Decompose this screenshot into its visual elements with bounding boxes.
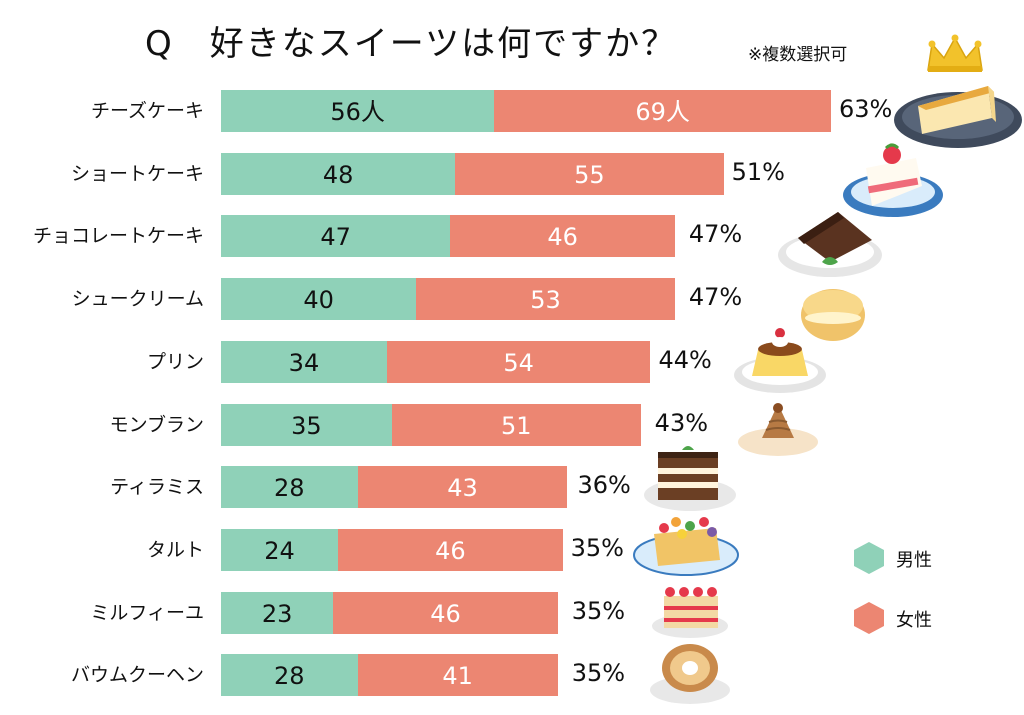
cream-puff <box>801 289 865 341</box>
crown-icon <box>927 34 983 72</box>
category-label: ショートケーキ <box>70 163 204 185</box>
female-bar <box>357 466 568 508</box>
percent-label: 63% <box>839 95 893 123</box>
category-label: タルト <box>146 539 204 561</box>
shortcake <box>843 143 943 217</box>
legend-hexagon-icon <box>854 602 884 634</box>
legend-label: 男性 <box>896 550 932 571</box>
female-bar <box>333 592 558 634</box>
mont-blanc <box>738 403 818 456</box>
percent-label: 47% <box>688 283 743 311</box>
chart-title: Q 好きなスイーツは何ですか？ <box>145 24 678 64</box>
female-bar <box>450 215 675 257</box>
male-bar <box>221 215 451 257</box>
legend-label: 女性 <box>896 610 932 631</box>
category-label: バウムクーヘン <box>70 664 204 686</box>
mille-feuille <box>652 587 728 638</box>
percent-label: 35% <box>571 597 626 625</box>
category-label: チョコレートケーキ <box>32 225 204 247</box>
female-bar <box>357 654 558 696</box>
percent-label: 51% <box>731 158 785 186</box>
category-label: プリン <box>146 351 204 373</box>
pudding <box>734 328 826 393</box>
male-bar <box>221 529 339 571</box>
category-label: ティラミス <box>110 476 204 498</box>
percent-label: 44% <box>658 346 712 374</box>
female-bar <box>455 153 724 195</box>
female-bar <box>494 90 831 132</box>
male-bar <box>221 341 387 383</box>
baumkuchen <box>650 644 730 704</box>
fruit-tart <box>633 517 739 576</box>
male-bar <box>221 654 358 696</box>
female-bar <box>386 341 651 383</box>
percent-label: 36% <box>577 471 631 499</box>
female-bar <box>416 278 675 320</box>
legend-hexagon-icon <box>854 542 884 574</box>
male-bar <box>221 278 417 320</box>
female-bar <box>391 404 641 446</box>
percent-label: 43% <box>654 409 709 437</box>
multiple-choice-note: ※複数選択可 <box>748 45 848 65</box>
category-label: ミルフィーユ <box>90 602 204 624</box>
cheesecake <box>894 86 1022 148</box>
female-bar <box>338 529 563 571</box>
percent-label: 35% <box>571 659 626 687</box>
male-bar <box>221 404 392 446</box>
percent-label: 35% <box>570 534 624 562</box>
category-label: シュークリーム <box>71 288 204 310</box>
male-bar <box>221 153 456 195</box>
male-bar <box>221 592 334 634</box>
percent-label: 47% <box>688 220 743 248</box>
tiramisu <box>644 446 736 511</box>
chocolate-cake <box>778 212 882 277</box>
male-bar <box>221 90 495 132</box>
male-bar <box>221 466 358 508</box>
category-label: モンブラン <box>109 414 204 436</box>
category-label: チーズケーキ <box>90 100 204 122</box>
